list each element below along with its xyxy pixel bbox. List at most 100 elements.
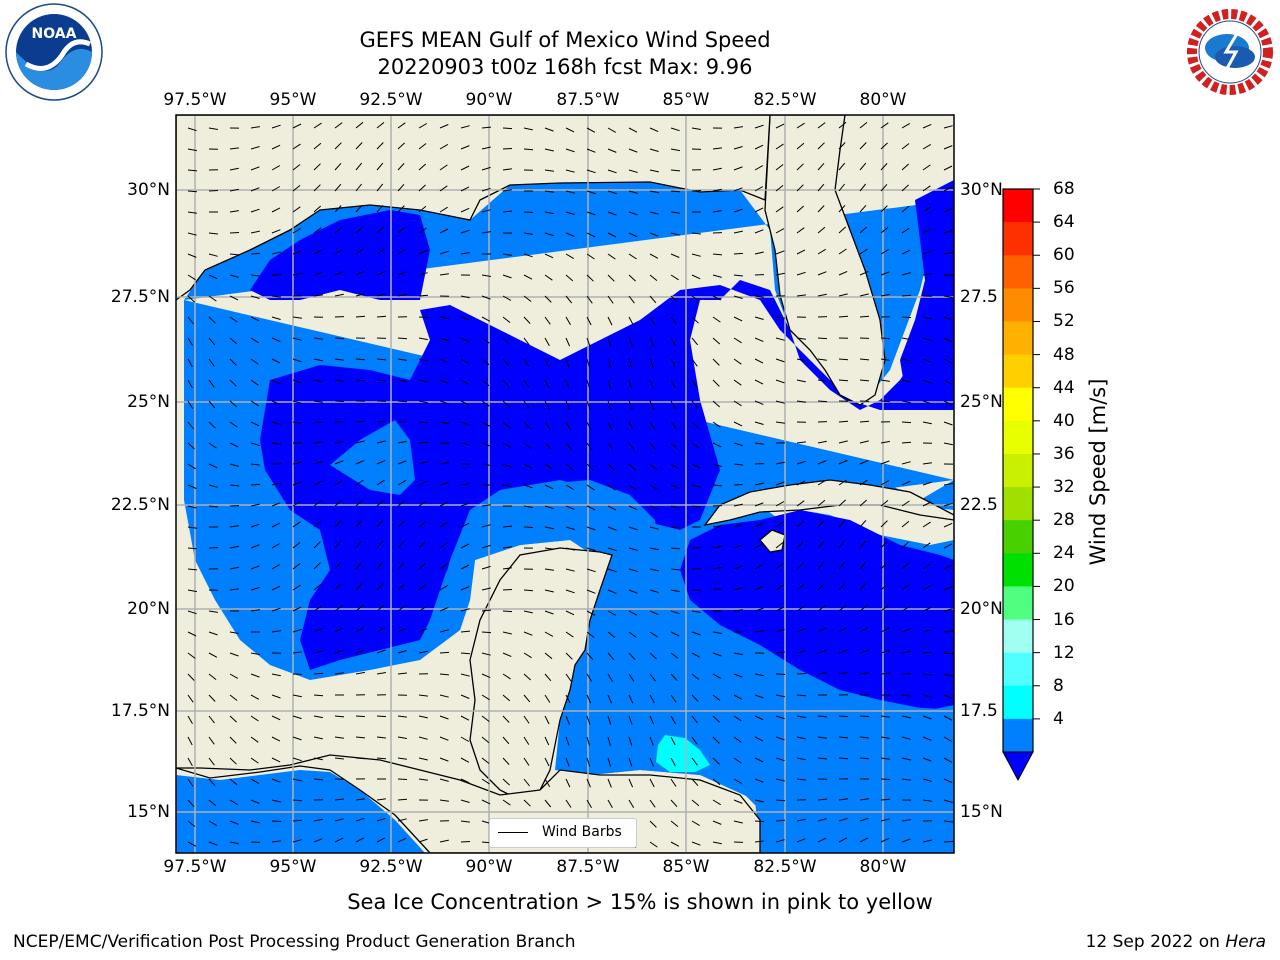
wind-barb — [733, 609, 743, 612]
colorbar-segment — [1003, 685, 1033, 720]
wind-barb — [376, 757, 387, 760]
colorbar-segment — [1003, 321, 1033, 356]
wind-barb — [523, 358, 530, 367]
wind-barb — [775, 715, 785, 720]
wind-barb — [796, 400, 806, 403]
wind-barb — [859, 672, 869, 675]
wind-barb — [376, 736, 386, 739]
wind-barb — [460, 543, 470, 549]
wind-barb — [586, 568, 596, 573]
wind-barb — [187, 316, 194, 325]
wind-barb — [460, 358, 470, 364]
wind-barb — [922, 206, 931, 213]
wind-barb — [460, 586, 470, 591]
wind-barb — [481, 126, 492, 129]
wind-barb — [586, 421, 592, 431]
wind-barb — [796, 605, 805, 612]
footer-credit: NCEP/EMC/Verification Post Processing Pr… — [13, 932, 576, 952]
wind-barb — [838, 379, 849, 382]
wind-barb — [880, 122, 889, 129]
wind-barb — [628, 610, 638, 616]
wind-barb — [607, 505, 617, 511]
wind-barb — [502, 799, 511, 806]
wind-barb — [460, 841, 471, 843]
wind-barb — [901, 520, 910, 528]
wind-barb — [943, 442, 953, 446]
lon-tick-top: 80°W — [859, 90, 907, 110]
wind-barb — [208, 715, 215, 724]
wind-barb — [397, 778, 408, 780]
wind-barb — [796, 379, 806, 383]
wind-barb — [418, 715, 428, 719]
wind-barb — [607, 736, 611, 746]
wind-barb — [229, 715, 237, 723]
wind-barb — [334, 757, 344, 760]
wind-barb — [334, 649, 344, 654]
wind-barb — [292, 123, 302, 129]
wind-barb — [586, 211, 596, 216]
wind-barb — [712, 566, 722, 570]
wind-barb — [229, 736, 237, 744]
lat-tick-left: 25°N — [127, 392, 170, 412]
wind-barb — [544, 232, 554, 237]
wind-barb — [901, 757, 911, 761]
wind-barb — [397, 736, 407, 739]
wind-barb — [565, 652, 573, 660]
wind-barb — [376, 183, 384, 192]
wind-barb — [670, 610, 680, 615]
wind-barb — [502, 673, 511, 680]
wind-barb — [775, 799, 786, 802]
wind-barb — [355, 270, 365, 276]
wind-barb — [208, 484, 218, 488]
wind-barb — [817, 205, 825, 213]
wind-barb — [376, 561, 384, 570]
map-subtitle: 20220903 t00z 168h fcst Max: 9.96 — [377, 55, 753, 79]
wind-barb — [733, 316, 743, 322]
wind-barb — [544, 148, 554, 152]
wind-barb — [187, 463, 196, 470]
wind-barb — [481, 799, 491, 805]
colorbar-segment — [1003, 619, 1033, 654]
wind-barb — [313, 294, 323, 297]
wind-barb — [901, 122, 911, 129]
wind-barb — [271, 379, 281, 385]
wind-barb — [796, 694, 807, 697]
wind-barb — [229, 253, 240, 256]
wind-barb — [397, 249, 407, 255]
wind-barb — [586, 757, 591, 767]
wind-barb — [775, 123, 785, 129]
colorbar-tick-label: 20 — [1053, 576, 1075, 597]
wind-barb — [397, 715, 407, 718]
wind-barb — [901, 294, 912, 297]
wind-barb — [817, 358, 827, 361]
wind-barb — [859, 440, 869, 444]
wind-barb — [817, 818, 827, 822]
legend-label: Wind Barbs — [542, 824, 622, 840]
wind-barb — [628, 379, 633, 389]
wind-barb — [523, 631, 533, 636]
wind-barb — [607, 799, 613, 809]
lat-tick-left: 15°N — [127, 802, 170, 822]
wind-barb — [943, 207, 953, 213]
wind-barb — [670, 148, 680, 152]
wind-barb — [838, 162, 846, 171]
wind-barb — [439, 673, 450, 676]
wind-barb — [754, 673, 764, 677]
wind-barb — [733, 523, 743, 528]
wind-barb — [586, 358, 591, 368]
wind-barb — [313, 757, 323, 761]
wind-barb — [859, 798, 869, 801]
wind-barb — [712, 715, 720, 723]
wind-barb — [544, 211, 554, 215]
wind-barb — [649, 274, 658, 281]
wind-barb — [250, 126, 260, 129]
florida-land — [764, 115, 886, 406]
wind-barb — [334, 460, 344, 465]
wind-barb — [649, 778, 655, 788]
wind-barb — [565, 148, 575, 153]
wind-barb — [733, 358, 742, 365]
wind-barb — [586, 505, 596, 511]
wind-barb — [775, 316, 785, 319]
wind-barb — [313, 122, 322, 129]
wind-barb — [733, 274, 743, 277]
